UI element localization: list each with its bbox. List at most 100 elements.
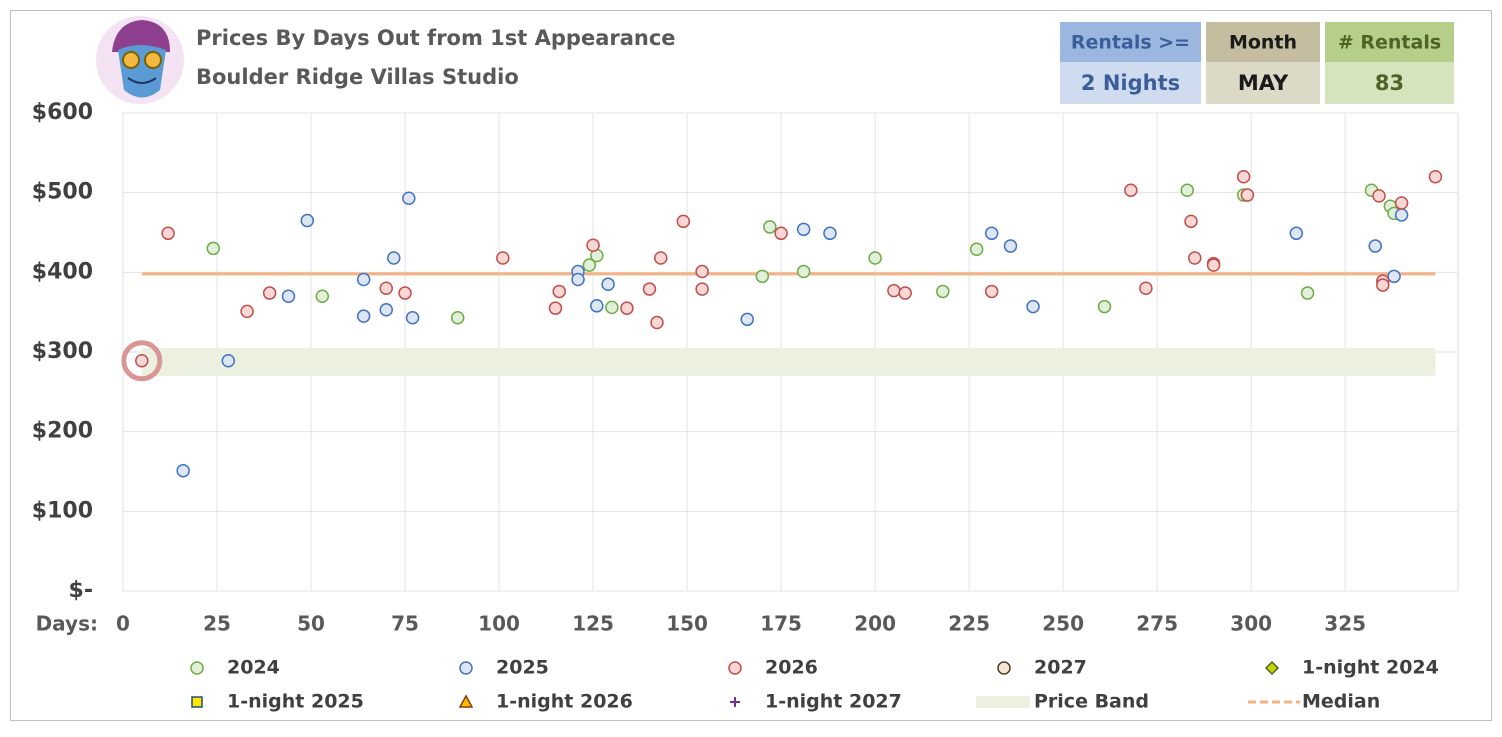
y-tick-label: $- xyxy=(69,578,93,603)
point xyxy=(590,299,604,313)
point xyxy=(1289,226,1304,241)
point xyxy=(1394,208,1409,222)
y-tick-label: $200 xyxy=(32,419,93,444)
x-tick-label: 50 xyxy=(297,612,325,636)
point xyxy=(868,251,882,265)
legend-label: 1-night 2026 xyxy=(496,691,633,713)
point xyxy=(796,264,811,279)
point xyxy=(620,301,634,315)
point xyxy=(356,272,371,287)
info-box-head xyxy=(1206,22,1320,62)
point xyxy=(654,251,668,265)
point xyxy=(356,309,371,323)
y-tick-label: $500 xyxy=(32,180,93,205)
point xyxy=(221,354,236,368)
x-tick-label: 325 xyxy=(1324,612,1366,636)
point xyxy=(552,284,566,299)
legend-marker xyxy=(459,661,473,675)
point xyxy=(740,312,755,327)
point xyxy=(1394,196,1409,210)
x-tick-label: 25 xyxy=(203,612,231,636)
x-tick-label: 0 xyxy=(116,612,130,636)
legend-marker xyxy=(728,661,742,675)
y-tick-label: $600 xyxy=(32,100,93,125)
point xyxy=(823,226,837,241)
info-box-head xyxy=(1060,22,1201,62)
y-tick-label: $400 xyxy=(32,259,93,284)
point xyxy=(161,226,175,241)
highlight-ring xyxy=(121,340,163,382)
point xyxy=(300,213,315,228)
legend-marker xyxy=(1264,660,1280,676)
legend-label: 2024 xyxy=(227,657,280,679)
point xyxy=(642,282,657,296)
point xyxy=(1097,299,1112,314)
x-tick-label: 225 xyxy=(948,612,990,636)
price-band xyxy=(141,348,1436,376)
point xyxy=(398,286,412,300)
legend-marker xyxy=(191,696,203,708)
x-tick-label: 250 xyxy=(1042,612,1084,636)
x-tick-label: 150 xyxy=(666,612,708,636)
info-box-value: MAY xyxy=(1238,71,1289,95)
point xyxy=(774,226,788,241)
legend-marker xyxy=(730,697,740,707)
legend-label: 1-night 2025 xyxy=(227,691,364,713)
point xyxy=(1376,278,1390,292)
point xyxy=(796,222,811,237)
point xyxy=(379,303,393,317)
legend-label: 2026 xyxy=(765,657,818,679)
point xyxy=(601,277,615,292)
point xyxy=(605,300,619,315)
point xyxy=(650,315,664,330)
point xyxy=(1368,239,1383,253)
point xyxy=(387,251,401,265)
x-tick-label: 125 xyxy=(572,612,614,636)
info-box-body xyxy=(1206,62,1320,104)
x-tick-label: 75 xyxy=(391,612,419,636)
point xyxy=(315,289,330,303)
point xyxy=(984,284,999,299)
point xyxy=(176,463,190,478)
legend-label: Price Band xyxy=(1034,691,1149,713)
point xyxy=(695,264,709,279)
point xyxy=(450,310,465,325)
point xyxy=(1026,299,1040,314)
point xyxy=(1180,183,1194,198)
chart-subtitle: Boulder Ridge Villas Studio xyxy=(196,65,519,89)
point xyxy=(1372,189,1386,203)
point xyxy=(1184,214,1198,229)
chart-title: Prices By Days Out from 1st Appearance xyxy=(196,26,676,50)
info-box-label: # Rentals xyxy=(1338,32,1441,54)
info-box-body xyxy=(1060,62,1201,104)
y-tick-label: $100 xyxy=(32,498,93,523)
legend-marker xyxy=(190,661,204,675)
x-tick-label: 100 xyxy=(478,612,520,636)
point xyxy=(240,304,254,319)
x-tick-label: 275 xyxy=(1136,612,1178,636)
info-box-body xyxy=(1325,62,1454,104)
point xyxy=(1003,239,1018,253)
legend-label: 2025 xyxy=(496,657,549,679)
point xyxy=(936,284,950,299)
point xyxy=(1240,188,1255,202)
point xyxy=(1236,169,1251,184)
point xyxy=(676,214,691,229)
point xyxy=(898,286,912,300)
info-box-value: 83 xyxy=(1375,71,1404,95)
point xyxy=(984,226,999,241)
point xyxy=(571,272,585,287)
legend-label: 2027 xyxy=(1034,657,1087,679)
point xyxy=(281,289,296,303)
legend-marker xyxy=(997,661,1011,675)
point xyxy=(206,241,221,256)
point xyxy=(763,220,777,234)
point xyxy=(405,310,420,325)
info-box-label: Rentals >= xyxy=(1071,32,1190,54)
point xyxy=(1428,169,1443,184)
x-tick-label: 175 xyxy=(760,612,802,636)
point xyxy=(1188,251,1202,265)
point xyxy=(887,283,901,298)
point xyxy=(586,238,600,252)
